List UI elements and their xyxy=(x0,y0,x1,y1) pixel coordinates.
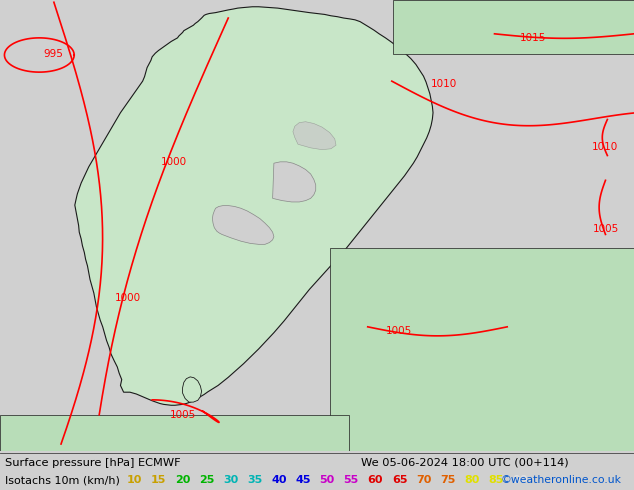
Polygon shape xyxy=(293,122,336,149)
Polygon shape xyxy=(330,248,634,451)
Polygon shape xyxy=(273,162,316,202)
Text: 1005: 1005 xyxy=(593,224,619,234)
Polygon shape xyxy=(393,0,634,54)
Text: 10: 10 xyxy=(127,475,142,485)
Text: ©weatheronline.co.uk: ©weatheronline.co.uk xyxy=(501,475,622,485)
Polygon shape xyxy=(75,7,433,405)
Text: 75: 75 xyxy=(440,475,455,485)
Polygon shape xyxy=(183,377,202,402)
Text: 55: 55 xyxy=(344,475,359,485)
Text: 90: 90 xyxy=(512,475,527,485)
Text: 35: 35 xyxy=(247,475,262,485)
Text: 1010: 1010 xyxy=(592,142,618,152)
Text: 50: 50 xyxy=(320,475,335,485)
Text: 15: 15 xyxy=(151,475,166,485)
Text: 1015: 1015 xyxy=(520,32,547,43)
Text: 25: 25 xyxy=(199,475,214,485)
Polygon shape xyxy=(212,206,274,245)
Text: Surface pressure [hPa] ECMWF: Surface pressure [hPa] ECMWF xyxy=(5,458,181,467)
Text: 1005: 1005 xyxy=(170,410,196,420)
Text: 1000: 1000 xyxy=(160,157,187,167)
Text: 45: 45 xyxy=(295,475,311,485)
Text: Isotachs 10m (km/h): Isotachs 10m (km/h) xyxy=(5,475,127,485)
Text: 995: 995 xyxy=(43,49,63,59)
Text: 60: 60 xyxy=(368,475,383,485)
Text: 1005: 1005 xyxy=(385,325,411,336)
Polygon shape xyxy=(0,415,349,451)
Text: 1000: 1000 xyxy=(115,293,141,303)
Text: 65: 65 xyxy=(392,475,407,485)
Text: 70: 70 xyxy=(416,475,431,485)
Text: 40: 40 xyxy=(271,475,287,485)
Text: 30: 30 xyxy=(223,475,238,485)
Text: 20: 20 xyxy=(175,475,190,485)
Text: 80: 80 xyxy=(464,475,479,485)
Text: We 05-06-2024 18:00 UTC (00+114): We 05-06-2024 18:00 UTC (00+114) xyxy=(361,458,569,467)
Text: 1010: 1010 xyxy=(431,78,457,89)
Text: 85: 85 xyxy=(488,475,503,485)
